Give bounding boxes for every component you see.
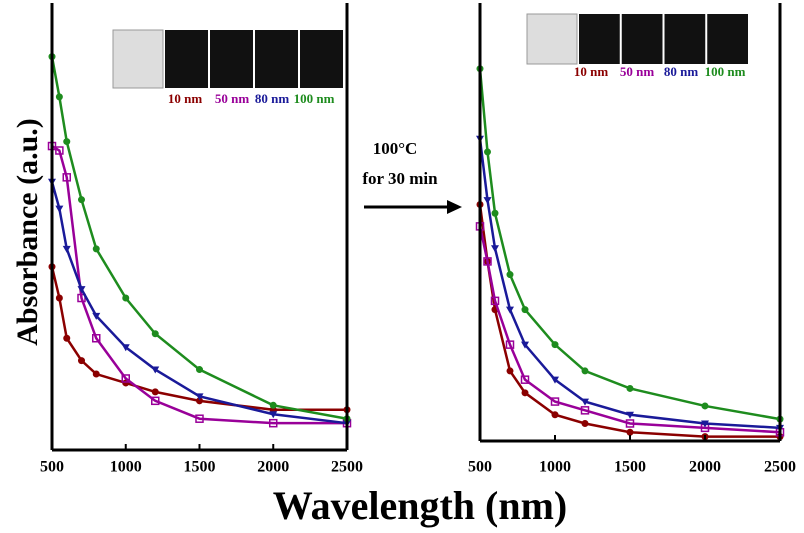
x-tick-label: 2000 bbox=[257, 459, 289, 476]
marker bbox=[483, 197, 492, 205]
marker bbox=[521, 341, 529, 349]
marker bbox=[77, 286, 86, 294]
series-line bbox=[51, 144, 347, 425]
x-tick-label: 1500 bbox=[614, 459, 646, 476]
marker bbox=[625, 419, 635, 428]
annotation: 100°C bbox=[373, 139, 418, 158]
marker bbox=[551, 376, 559, 384]
marker bbox=[506, 367, 514, 375]
marker bbox=[626, 384, 634, 392]
marker bbox=[506, 271, 514, 279]
marker bbox=[78, 196, 85, 204]
x-axis-label: Wavelength (nm) bbox=[273, 483, 567, 528]
marker bbox=[580, 406, 590, 415]
marker bbox=[491, 245, 499, 253]
legend-label: 100 nm bbox=[705, 64, 746, 79]
inset-sample bbox=[707, 14, 748, 64]
marker bbox=[581, 398, 589, 406]
marker bbox=[626, 411, 634, 419]
marker bbox=[151, 330, 159, 338]
legend-label: 80 nm bbox=[664, 64, 698, 79]
marker bbox=[151, 388, 159, 396]
legend-label: 50 nm bbox=[215, 91, 249, 106]
marker bbox=[269, 411, 278, 419]
marker bbox=[62, 173, 71, 182]
marker bbox=[581, 419, 589, 427]
marker bbox=[521, 389, 529, 397]
marker bbox=[701, 420, 709, 428]
marker bbox=[122, 294, 130, 302]
inset-ruler bbox=[112, 29, 164, 89]
marker bbox=[63, 334, 71, 342]
marker bbox=[483, 257, 492, 266]
annotation: for 30 min bbox=[362, 169, 438, 188]
y-axis-label: Absorbance (a.u.) bbox=[11, 118, 44, 346]
marker bbox=[521, 306, 529, 314]
legend-label: 80 nm bbox=[255, 91, 289, 106]
marker bbox=[151, 396, 160, 406]
marker bbox=[484, 148, 491, 156]
marker bbox=[55, 294, 63, 302]
marker bbox=[269, 401, 277, 409]
marker bbox=[121, 374, 130, 383]
series-line bbox=[478, 68, 781, 421]
x-tick-label: 2000 bbox=[689, 459, 721, 476]
marker bbox=[78, 357, 85, 365]
marker bbox=[195, 414, 204, 423]
x-tick-label: 2500 bbox=[764, 459, 796, 476]
x-tick-label: 1000 bbox=[539, 459, 571, 476]
x-tick-label: 500 bbox=[468, 459, 492, 476]
inset-sample bbox=[210, 30, 253, 88]
inset-sample bbox=[579, 14, 620, 64]
marker bbox=[62, 245, 71, 253]
marker bbox=[55, 205, 64, 213]
legend-label: 100 nm bbox=[294, 91, 335, 106]
inset-sample bbox=[300, 30, 343, 88]
marker bbox=[55, 146, 64, 155]
marker bbox=[581, 367, 589, 375]
marker bbox=[551, 411, 559, 419]
inset-sample bbox=[255, 30, 298, 88]
x-tick-label: 500 bbox=[40, 459, 64, 476]
marker bbox=[92, 245, 100, 253]
marker bbox=[196, 397, 203, 405]
series-line bbox=[50, 181, 348, 425]
marker bbox=[506, 306, 514, 314]
inset-ruler bbox=[526, 13, 578, 65]
legend-label: 10 nm bbox=[574, 64, 608, 79]
marker bbox=[551, 341, 559, 349]
marker bbox=[550, 397, 560, 406]
series-line bbox=[478, 226, 781, 434]
marker bbox=[701, 402, 709, 410]
marker bbox=[92, 370, 100, 378]
inset-sample bbox=[165, 30, 208, 88]
series-line bbox=[478, 204, 780, 438]
x-tick-label: 2500 bbox=[331, 459, 363, 476]
marker bbox=[92, 334, 101, 343]
marker bbox=[490, 296, 500, 306]
x-tick-label: 1000 bbox=[110, 459, 142, 476]
series-line bbox=[50, 56, 348, 420]
legend-label: 50 nm bbox=[620, 64, 654, 79]
inset-sample bbox=[664, 14, 706, 64]
marker bbox=[92, 312, 101, 320]
marker bbox=[196, 366, 203, 374]
marker bbox=[195, 393, 204, 401]
series-line bbox=[478, 138, 781, 430]
marker bbox=[520, 375, 530, 384]
marker bbox=[269, 418, 278, 428]
x-tick-label: 1500 bbox=[184, 459, 216, 476]
marker bbox=[55, 93, 63, 101]
marker bbox=[505, 340, 515, 349]
legend-label: 10 nm bbox=[168, 91, 202, 106]
marker bbox=[63, 138, 71, 146]
marker bbox=[491, 209, 499, 217]
marker bbox=[151, 366, 160, 374]
inset-sample bbox=[621, 14, 663, 64]
arrow-head bbox=[447, 200, 462, 214]
marker bbox=[121, 344, 130, 352]
marker bbox=[626, 428, 634, 436]
